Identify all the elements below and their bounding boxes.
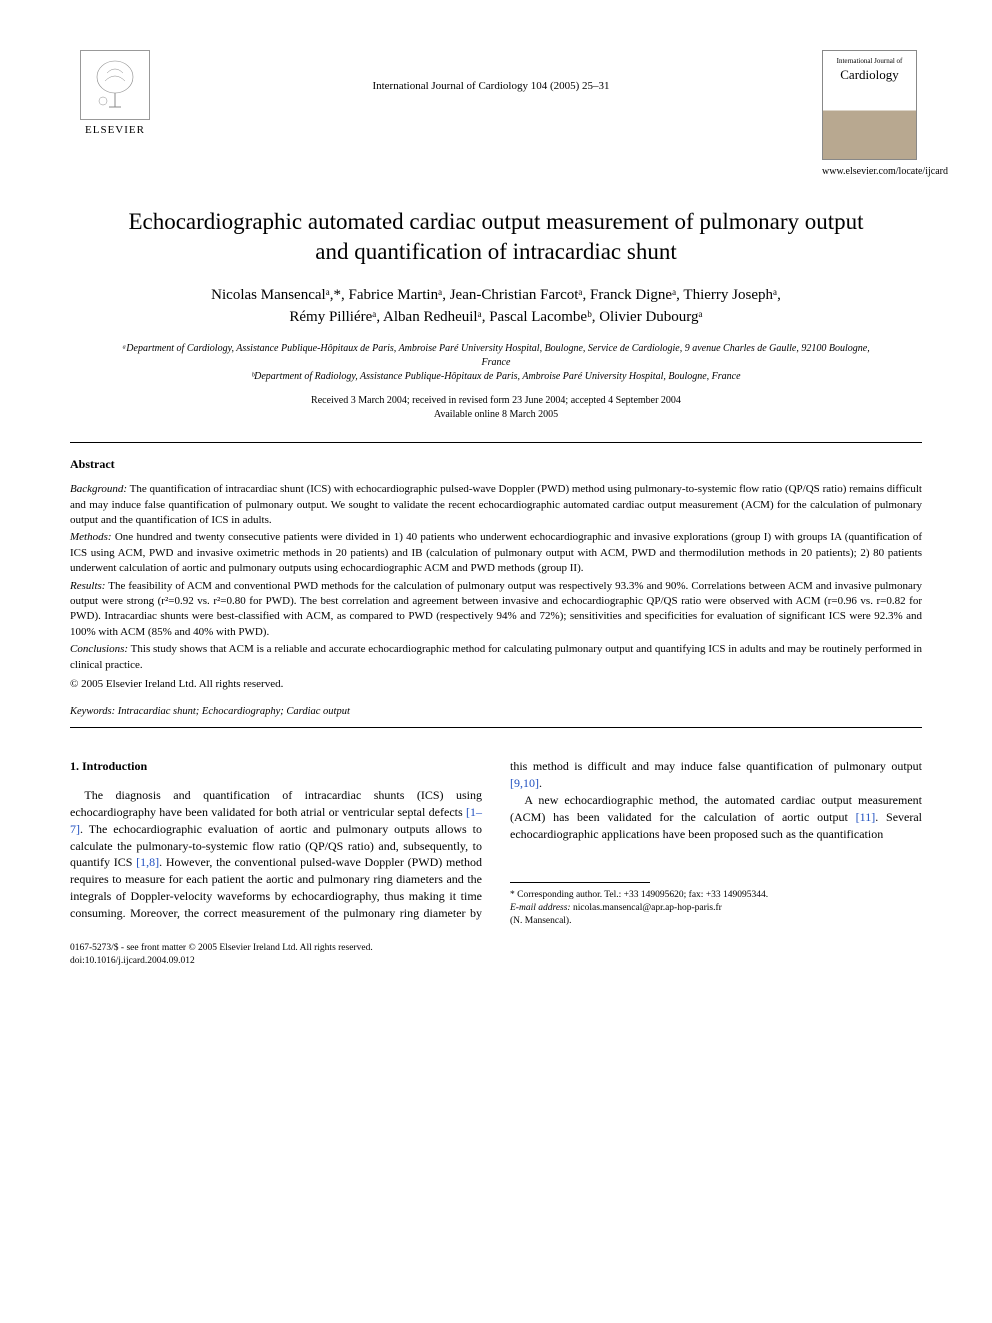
affiliation-a: ᵃDepartment of Cardiology, Assistance Pu… bbox=[110, 342, 882, 370]
rule-top bbox=[70, 442, 922, 443]
background-label: Background: bbox=[70, 483, 127, 495]
intro-heading: 1. Introduction bbox=[70, 758, 482, 775]
ref-11[interactable]: [11] bbox=[856, 810, 876, 824]
authors-line2: Rémy Pilliéreᵃ, Alban Redheuilᵃ, Pascal … bbox=[289, 309, 702, 325]
background-text: The quantification of intracardiac shunt… bbox=[70, 483, 922, 526]
dates-line2: Available online 8 March 2005 bbox=[70, 408, 922, 422]
abstract-conclusions: Conclusions: This study shows that ACM i… bbox=[70, 642, 922, 673]
copyright: © 2005 Elsevier Ireland Ltd. All rights … bbox=[70, 677, 922, 692]
journal-cover: International Journal of Cardiology www.… bbox=[822, 50, 922, 177]
article-dates: Received 3 March 2004; received in revis… bbox=[70, 394, 922, 422]
keywords-text: Intracardiac shunt; Echocardiography; Ca… bbox=[115, 706, 350, 717]
article-title: Echocardiographic automated cardiac outp… bbox=[110, 207, 882, 267]
abstract-background: Background: The quantification of intrac… bbox=[70, 482, 922, 528]
ref-1-8[interactable]: [1,8] bbox=[136, 855, 159, 869]
results-label: Results: bbox=[70, 580, 105, 592]
email-address: nicolas.mansencal@apr.ap-hop-paris.fr bbox=[571, 903, 722, 913]
cover-title: Cardiology bbox=[829, 67, 910, 83]
rule-bottom bbox=[70, 727, 922, 728]
journal-reference: International Journal of Cardiology 104 … bbox=[160, 50, 822, 92]
publisher-name: ELSEVIER bbox=[85, 124, 145, 136]
conclusions-label: Conclusions: bbox=[70, 643, 128, 655]
abstract-results: Results: The feasibility of ACM and conv… bbox=[70, 579, 922, 641]
ref-9-10[interactable]: [9,10] bbox=[510, 776, 539, 790]
affiliation-b: ᵇDepartment of Radiology, Assistance Pub… bbox=[110, 370, 882, 384]
authors: Nicolas Mansencalᵃ,*, Fabrice Martinᵃ, J… bbox=[100, 285, 892, 329]
email-name: (N. Mansencal). bbox=[510, 915, 922, 928]
footer-copyright: 0167-5273/$ - see front matter © 2005 El… bbox=[70, 942, 922, 955]
abstract-heading: Abstract bbox=[70, 457, 922, 472]
journal-url: www.elsevier.com/locate/ijcard bbox=[822, 166, 922, 177]
footnotes: * Corresponding author. Tel.: +33 149095… bbox=[510, 889, 922, 927]
footnote-separator bbox=[510, 882, 650, 883]
abstract-methods: Methods: One hundred and twenty consecut… bbox=[70, 530, 922, 576]
affiliations: ᵃDepartment of Cardiology, Assistance Pu… bbox=[110, 342, 882, 384]
email-label: E-mail address: bbox=[510, 903, 571, 913]
methods-text: One hundred and twenty consecutive patie… bbox=[70, 531, 922, 574]
authors-line1: Nicolas Mansencalᵃ,*, Fabrice Martinᵃ, J… bbox=[211, 287, 781, 303]
corresponding-author: * Corresponding author. Tel.: +33 149095… bbox=[510, 889, 922, 902]
email-line: E-mail address: nicolas.mansencal@apr.ap… bbox=[510, 902, 922, 915]
elsevier-tree-icon bbox=[80, 50, 150, 120]
cover-supertitle: International Journal of bbox=[829, 57, 910, 65]
footer: 0167-5273/$ - see front matter © 2005 El… bbox=[70, 942, 922, 968]
footer-doi: doi:10.1016/j.ijcard.2004.09.012 bbox=[70, 955, 922, 968]
conclusions-text: This study shows that ACM is a reliable … bbox=[70, 643, 922, 670]
intro-p2: A new echocardiographic method, the auto… bbox=[510, 792, 922, 842]
methods-label: Methods: bbox=[70, 531, 112, 543]
publisher-logo: ELSEVIER bbox=[70, 50, 160, 136]
keywords: Keywords: Intracardiac shunt; Echocardio… bbox=[70, 706, 922, 717]
introduction-section: 1. Introduction The diagnosis and quanti… bbox=[70, 758, 922, 927]
cover-thumbnail: International Journal of Cardiology bbox=[822, 50, 917, 160]
results-text: The feasibility of ACM and conventional … bbox=[70, 580, 922, 638]
abstract-body: Background: The quantification of intrac… bbox=[70, 482, 922, 692]
dates-line1: Received 3 March 2004; received in revis… bbox=[70, 394, 922, 408]
page-header: ELSEVIER International Journal of Cardio… bbox=[70, 50, 922, 177]
keywords-label: Keywords: bbox=[70, 706, 115, 717]
